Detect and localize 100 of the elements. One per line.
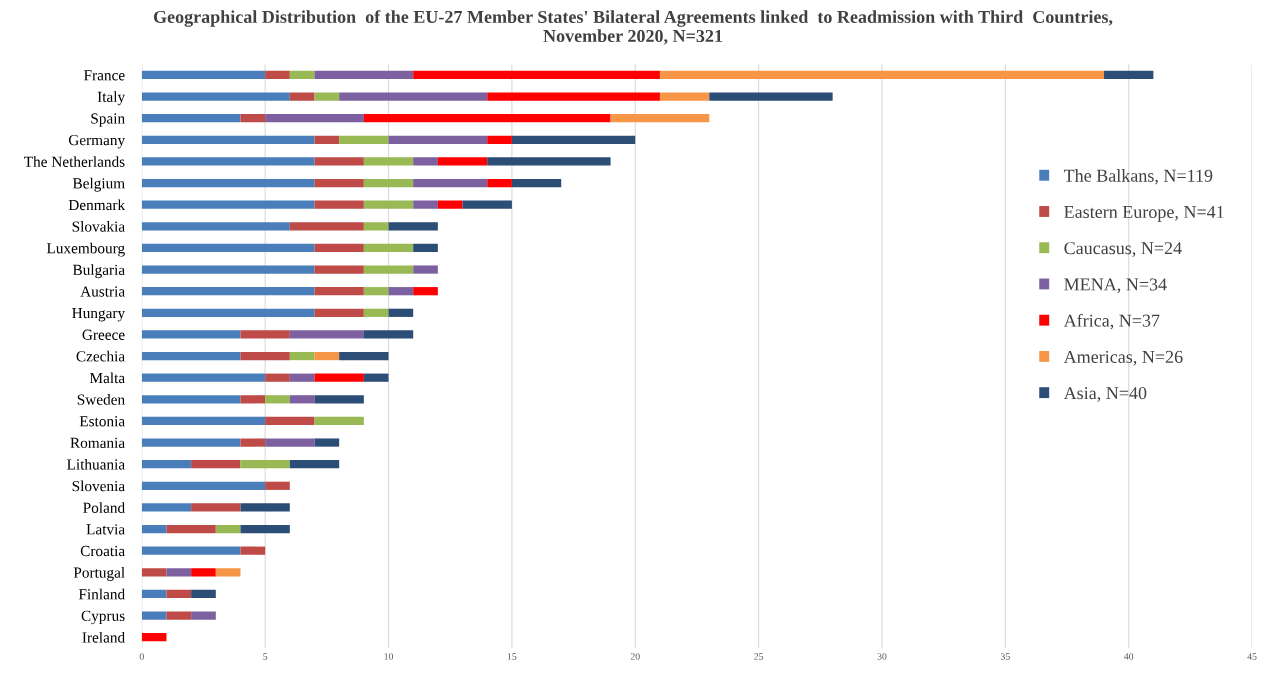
- bar: [388, 222, 438, 231]
- bar: [141, 481, 266, 490]
- bar: [363, 243, 414, 253]
- y-tick-label: Cyprus: [81, 610, 125, 625]
- bar: [339, 135, 389, 144]
- bar: [265, 373, 290, 382]
- bar: [141, 351, 241, 361]
- bar: [240, 395, 266, 404]
- bar: [141, 243, 315, 253]
- bar: [141, 157, 315, 166]
- bar: [437, 200, 463, 209]
- bar: [265, 416, 315, 426]
- bar: [413, 243, 438, 253]
- y-tick-label: Spain: [91, 113, 125, 127]
- x-tick-label: 10: [384, 653, 394, 660]
- bar: [413, 200, 438, 209]
- x-tick-label: 30: [877, 653, 887, 660]
- bar: [141, 395, 241, 404]
- bar: [314, 200, 364, 209]
- bar: [314, 395, 364, 404]
- y-tick-label: Hungary: [72, 308, 126, 322]
- bar: [141, 222, 290, 231]
- bar: [141, 200, 315, 209]
- bar: [265, 481, 290, 490]
- y-tick-label: Finland: [78, 588, 125, 600]
- bar: [141, 287, 315, 296]
- bar: [215, 568, 241, 577]
- bar: [363, 200, 414, 209]
- y-tick-label: Croatia: [80, 545, 125, 557]
- bar: [314, 287, 364, 296]
- bar: [363, 178, 414, 188]
- bar: [289, 222, 364, 231]
- bar: [141, 92, 290, 101]
- bar: [511, 178, 562, 188]
- bar: [363, 373, 389, 382]
- bar: [289, 92, 315, 101]
- bar: [1104, 70, 1154, 80]
- bar: [363, 157, 414, 166]
- bar: [141, 546, 241, 555]
- x-tick-label: 5: [263, 653, 268, 660]
- bar: [240, 524, 290, 534]
- bar: [240, 114, 266, 123]
- bar: [511, 135, 636, 144]
- bar: [141, 416, 266, 426]
- y-tick-label: Bulgaria: [72, 264, 125, 279]
- bar: [191, 460, 241, 469]
- legend-label: MENA, N=34: [1064, 278, 1167, 294]
- bar: [487, 92, 660, 101]
- y-tick-label: The Netherlands: [24, 156, 125, 167]
- chart-title: Geographical Distribution of the EU-27 Member States' Bilateral Agreements linked to Readmission with Third Countries, November 2020, N=321: [153, 10, 1113, 45]
- legend-label: Africa, N=37: [1063, 313, 1160, 330]
- bar: [141, 503, 192, 512]
- x-tick-label: 40: [1124, 653, 1134, 660]
- y-tick-label: Poland: [83, 502, 125, 513]
- bar: [709, 92, 833, 101]
- bar: [215, 524, 241, 534]
- bar: [413, 157, 438, 166]
- legend-label: Americas, N=26: [1063, 350, 1183, 366]
- bar: [240, 438, 266, 447]
- bar: [487, 135, 512, 144]
- bar: [413, 265, 438, 274]
- bar: [314, 438, 340, 447]
- bar: [413, 70, 660, 80]
- x-tick-label: 0: [139, 653, 144, 660]
- bar: [141, 135, 315, 144]
- bar: [191, 568, 216, 577]
- y-tick-label: Latvia: [86, 524, 125, 535]
- bar: [141, 178, 315, 188]
- bar: [141, 373, 266, 382]
- y-tick-label: France: [84, 70, 125, 81]
- bar: [289, 395, 315, 404]
- bar: [265, 395, 290, 404]
- bar: [191, 611, 216, 620]
- legend-label: The Balkans, N=119: [1063, 169, 1213, 185]
- y-tick-label: Slovakia: [72, 221, 125, 232]
- bar: [141, 330, 241, 339]
- bar: [289, 351, 315, 361]
- bar: [314, 308, 364, 317]
- y-tick-label: Austria: [80, 286, 125, 297]
- bar: [166, 568, 192, 577]
- x-tick-label: 15: [507, 653, 517, 660]
- bar: [413, 178, 488, 188]
- bar: [413, 287, 438, 296]
- bar: [437, 157, 488, 166]
- bar: [166, 611, 192, 620]
- bar: [610, 114, 710, 123]
- x-tick-label: 25: [754, 653, 764, 660]
- y-tick-label: Greece: [82, 329, 125, 340]
- y-tick-label: Sweden: [77, 394, 125, 405]
- bar: [487, 157, 611, 166]
- y-tick-label: Portugal: [73, 567, 125, 581]
- bar: [240, 330, 290, 339]
- y-tick-label: Romania: [70, 437, 125, 449]
- bar: [240, 503, 290, 512]
- bar: [141, 633, 167, 642]
- bar: [141, 589, 167, 599]
- legend-label: Eastern Europe, N=41: [1064, 205, 1224, 222]
- bar: [314, 416, 364, 426]
- bar: [659, 70, 1105, 80]
- x-tick-label: 35: [1000, 653, 1010, 660]
